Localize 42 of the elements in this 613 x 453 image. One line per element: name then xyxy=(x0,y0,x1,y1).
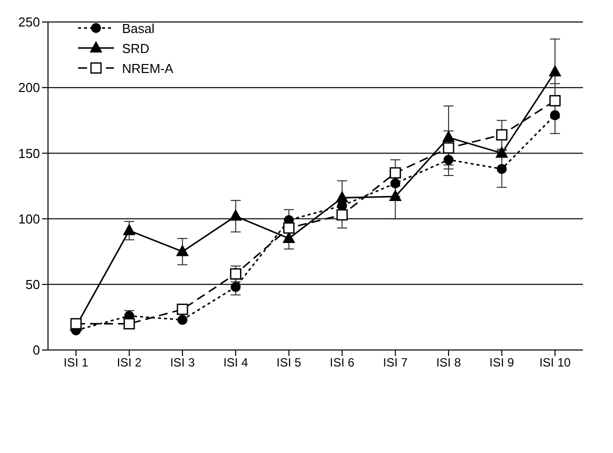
point xyxy=(442,130,455,142)
point xyxy=(444,154,454,165)
y-tick-label: 250 xyxy=(18,14,40,30)
y-tick-label: 50 xyxy=(26,277,40,292)
point xyxy=(230,282,241,292)
x-tick-label: ISI 7 xyxy=(382,356,408,370)
x-tick-label: ISI 9 xyxy=(489,356,514,370)
y-tick-label: 200 xyxy=(18,80,40,96)
point xyxy=(550,110,560,120)
point xyxy=(496,146,508,158)
legend-label: Basal xyxy=(122,20,155,36)
point xyxy=(549,65,561,76)
x-tick-label: ISI 8 xyxy=(436,356,462,370)
point xyxy=(176,245,188,256)
point xyxy=(177,314,188,325)
point xyxy=(389,190,402,201)
x-tick-label: ISI 4 xyxy=(223,356,248,370)
point xyxy=(283,222,295,234)
point xyxy=(336,191,348,202)
legend-label: SRD xyxy=(122,40,150,56)
x-tick-label: ISI 1 xyxy=(64,356,89,370)
y-tick-label: 150 xyxy=(18,146,40,161)
point xyxy=(442,142,454,154)
point xyxy=(549,95,561,106)
point xyxy=(336,209,348,221)
point xyxy=(496,164,507,174)
point xyxy=(230,210,242,221)
point xyxy=(230,268,242,280)
x-tick-label: ISI 5 xyxy=(276,356,302,370)
x-tick-label: ISI 6 xyxy=(330,356,355,370)
y-tick-label: 100 xyxy=(18,211,40,226)
x-tick-label: ISI 2 xyxy=(116,356,142,370)
point xyxy=(496,129,508,140)
legend-label: NREM-A xyxy=(122,60,174,76)
point xyxy=(390,178,400,188)
point xyxy=(123,224,136,236)
x-tick-label: ISI 10 xyxy=(539,356,571,370)
y-tick-label: 0 xyxy=(32,342,40,358)
point xyxy=(176,304,188,315)
point xyxy=(124,318,135,330)
point xyxy=(390,167,401,179)
x-tick-label: ISI 3 xyxy=(170,356,196,370)
